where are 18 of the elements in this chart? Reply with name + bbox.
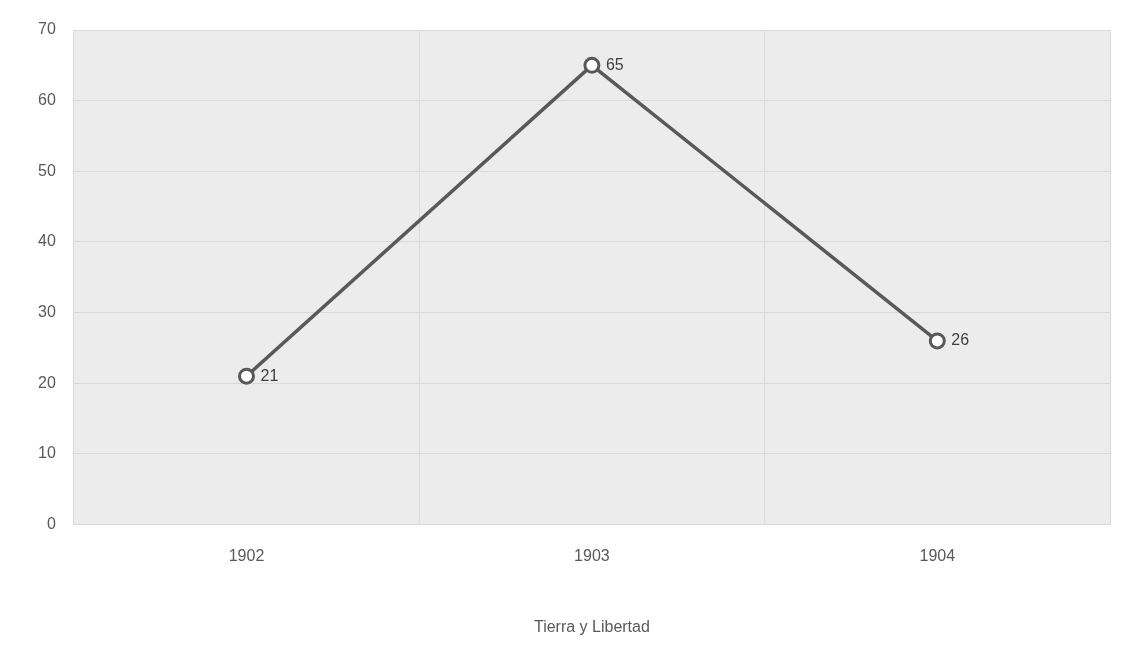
y-tick-label: 30 xyxy=(38,303,56,321)
y-tick-label: 50 xyxy=(38,161,56,179)
y-tick-label: 10 xyxy=(38,444,56,462)
x-tick-label: 1902 xyxy=(228,546,265,564)
x-axis-title: Tierra y Libertad xyxy=(533,617,650,635)
point xyxy=(583,56,601,74)
y-tick-label: 20 xyxy=(38,373,56,391)
data-label: 65 xyxy=(605,55,624,73)
point xyxy=(928,332,946,350)
y-tick-label: 70 xyxy=(38,20,56,38)
data-label: 21 xyxy=(260,366,279,384)
y-tick-label: 0 xyxy=(46,515,56,533)
data-label: 26 xyxy=(951,331,970,349)
x-tick-label: 1904 xyxy=(919,546,956,564)
x-tick-label: 1903 xyxy=(574,546,610,564)
y-tick-label: 40 xyxy=(38,232,56,250)
point xyxy=(238,367,255,385)
y-tick-label: 60 xyxy=(38,91,56,109)
